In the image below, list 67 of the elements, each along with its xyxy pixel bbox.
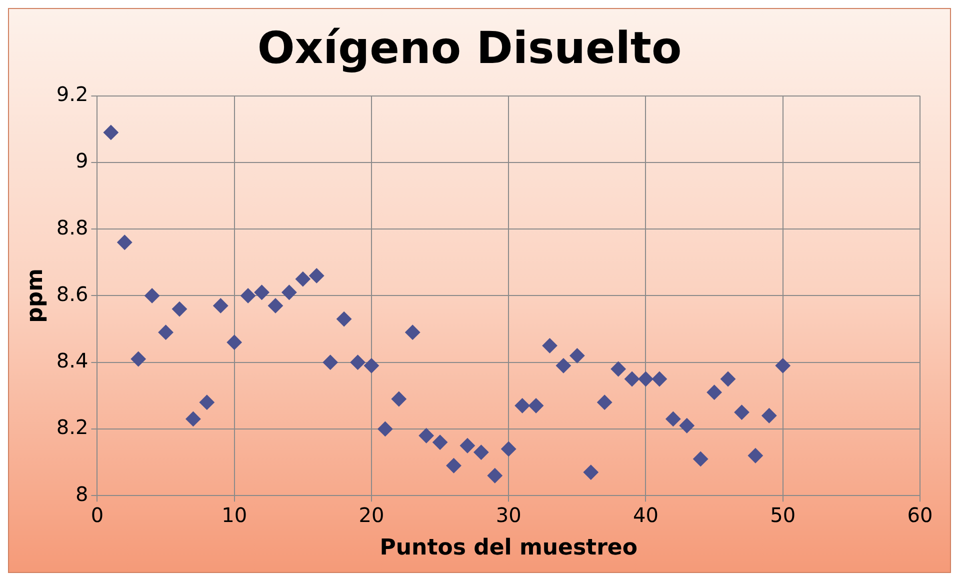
point: [734, 404, 750, 420]
point: [364, 358, 379, 374]
point: [213, 298, 228, 314]
point: [117, 234, 132, 250]
x-axis-title: Puntos del muestreo: [380, 536, 638, 561]
point: [528, 398, 544, 414]
point: [186, 411, 201, 426]
x-tick-label: 60: [907, 502, 933, 527]
point: [624, 371, 640, 386]
x-tick-label: 10: [222, 502, 248, 527]
point: [666, 411, 681, 426]
point: [693, 451, 708, 466]
chart-title: Oxígeno Disuelto: [257, 22, 682, 74]
y-tick-label: 8.6: [56, 282, 88, 306]
y-tick-label: 8.8: [56, 215, 88, 240]
point: [583, 464, 598, 480]
point: [679, 418, 694, 434]
point: [226, 334, 242, 350]
point: [570, 348, 585, 364]
y-tick-label: 8.2: [56, 415, 88, 440]
point: [542, 338, 558, 354]
point: [501, 441, 516, 456]
point: [405, 324, 420, 340]
point: [158, 324, 174, 340]
point: [199, 394, 214, 410]
x-tick-label: 50: [770, 502, 796, 527]
point: [706, 384, 722, 400]
point: [460, 438, 475, 454]
point: [638, 371, 654, 386]
point: [775, 358, 790, 374]
x-tick-label: 30: [496, 502, 522, 527]
y-axis-title: ppm: [22, 268, 48, 323]
point: [597, 394, 612, 410]
point: [144, 288, 160, 304]
x-tick-label: 40: [633, 502, 658, 527]
point: [610, 361, 626, 376]
y-tick-label: 9.2: [56, 82, 88, 106]
point: [446, 458, 462, 474]
point: [295, 272, 310, 287]
x-tick-label: 0: [90, 502, 104, 527]
y-tick-label: 8: [75, 482, 88, 506]
point: [514, 398, 530, 414]
point: [487, 468, 502, 484]
point: [309, 268, 324, 284]
point: [378, 421, 393, 436]
point: [474, 444, 489, 460]
point: [103, 124, 118, 140]
point: [748, 448, 763, 464]
point: [720, 371, 736, 386]
point: [391, 391, 406, 406]
point: [350, 354, 366, 370]
point: [432, 434, 448, 450]
point: [130, 352, 146, 366]
point: [268, 298, 283, 314]
point: [240, 288, 256, 304]
point: [652, 371, 667, 386]
point: [556, 358, 571, 374]
y-tick-label: 8.4: [56, 348, 88, 373]
point: [418, 428, 434, 444]
point: [336, 312, 352, 327]
point: [322, 354, 338, 370]
y-tick-label: 9: [75, 148, 88, 173]
point: [254, 284, 270, 300]
point: [282, 284, 297, 300]
point: [762, 408, 777, 424]
x-tick-label: 20: [358, 502, 384, 527]
point: [172, 302, 187, 317]
